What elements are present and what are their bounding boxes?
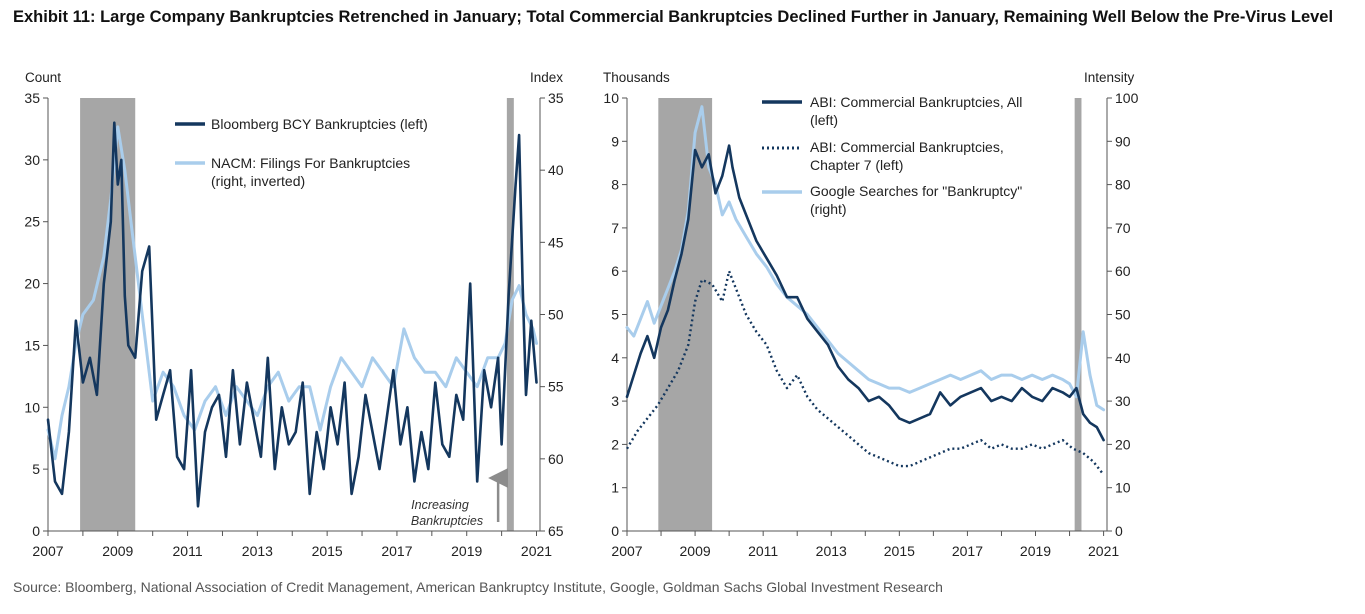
right-y-tick-label: 55 <box>548 379 564 395</box>
left-chart: Count Index 0 5 10 15 20 25 30 35 35 40 45 50 55 60 65… <box>24 70 563 559</box>
x-tick-label: 2015 <box>884 543 915 559</box>
legend-label-abi-all-line1: ABI: Commercial Bankruptcies, All <box>810 94 1022 110</box>
left-chart-grid: 0 5 10 15 20 25 30 35 35 40 45 50 55 60 65 2007 2009 2011… <box>24 90 563 559</box>
legend-label-google-line2: (right) <box>810 201 847 217</box>
right-y-tick-label: 30 <box>1115 393 1131 409</box>
x-tick-label: 2019 <box>451 543 482 559</box>
x-tick-label: 2011 <box>173 543 203 559</box>
x-tick-label: 2013 <box>816 543 847 559</box>
x-tick-label: 2013 <box>242 543 273 559</box>
right-chart-left-axis-label: Thousands <box>603 70 670 85</box>
left-y-tick-label: 35 <box>24 90 40 106</box>
left-y-tick-label: 0 <box>611 523 619 539</box>
recession-shade-1-1 <box>1074 98 1082 531</box>
right-y-tick-label: 50 <box>1115 307 1131 323</box>
x-tick-label: 2011 <box>748 543 778 559</box>
right-y-tick-label: 20 <box>1115 436 1131 452</box>
legend-label-abi-all: ABI: Commercial Bankruptcies, All (left) <box>810 94 1026 128</box>
legend-label-google-line1: Google Searches for "Bankruptcy" <box>810 183 1022 199</box>
left-chart-right-axis-label: Index <box>530 70 563 85</box>
series-line-solid-dark-0-0 <box>46 121 538 508</box>
left-y-tick-label: 4 <box>611 350 619 366</box>
left-chart-left-axis-label: Count <box>25 70 61 85</box>
right-y-tick-label: 70 <box>1115 220 1131 236</box>
left-chart-series <box>46 121 538 508</box>
x-tick-label: 2009 <box>102 543 133 559</box>
right-chart-legend: ABI: Commercial Bankruptcies, All (left)… <box>762 94 1026 217</box>
left-y-tick-label: 3 <box>611 393 619 409</box>
legend-label-abi-all-line2: (left) <box>810 112 838 128</box>
x-tick-label: 2017 <box>952 543 983 559</box>
left-y-tick-label: 7 <box>611 220 619 236</box>
left-y-tick-label: 10 <box>24 399 40 415</box>
x-tick-label: 2009 <box>680 543 711 559</box>
legend-label-bcy: Bloomberg BCY Bankruptcies (left) <box>211 116 428 132</box>
legend-label-abi-ch7-line2: Chapter 7 (left) <box>810 157 903 173</box>
right-y-tick-label: 60 <box>548 451 564 467</box>
right-y-tick-label: 60 <box>1115 263 1131 279</box>
source-note: Source: Bloomberg, National Association … <box>13 579 943 595</box>
legend-label-nacm: NACM: Filings For Bankruptcies (right, i… <box>211 155 414 189</box>
right-y-tick-label: 45 <box>548 234 564 250</box>
x-tick-label: 2007 <box>611 543 642 559</box>
left-y-tick-label: 5 <box>32 461 40 477</box>
x-tick-label: 2017 <box>381 543 412 559</box>
left-y-tick-label: 0 <box>32 523 40 539</box>
left-y-tick-label: 10 <box>603 90 619 106</box>
legend-label-nacm-line1: NACM: Filings For Bankruptcies <box>211 155 410 171</box>
series-line-solid-light-0-1 <box>46 125 538 461</box>
right-y-tick-label: 100 <box>1115 90 1139 106</box>
legend-label-abi-ch7-line1: ABI: Commercial Bankruptcies, <box>810 139 1004 155</box>
series-line-dotted-dark-1-1 <box>625 270 1105 476</box>
left-y-tick-label: 5 <box>611 307 619 323</box>
left-y-tick-label: 9 <box>611 133 619 149</box>
right-chart-right-axis-label: Intensity <box>1084 70 1135 85</box>
x-tick-label: 2015 <box>312 543 343 559</box>
right-y-tick-label: 80 <box>1115 177 1131 193</box>
right-chart: Thousands Intensity 01234567891001020304… <box>603 70 1139 559</box>
legend-label-abi-ch7: ABI: Commercial Bankruptcies, Chapter 7 … <box>810 139 1008 173</box>
right-y-tick-label: 40 <box>1115 350 1131 366</box>
right-y-tick-label: 50 <box>548 307 564 323</box>
left-y-tick-label: 1 <box>611 480 619 496</box>
x-tick-label: 2021 <box>521 543 552 559</box>
left-y-tick-label: 8 <box>611 177 619 193</box>
x-tick-label: 2007 <box>32 543 63 559</box>
right-y-tick-label: 10 <box>1115 480 1131 496</box>
x-tick-label: 2019 <box>1020 543 1051 559</box>
legend-label-google: Google Searches for "Bankruptcy" (right) <box>810 183 1026 217</box>
right-y-tick-label: 90 <box>1115 133 1131 149</box>
left-y-tick-label: 15 <box>24 337 40 353</box>
left-y-tick-label: 2 <box>611 436 619 452</box>
exhibit-title: Exhibit 11: Large Company Bankruptcies R… <box>13 8 1334 26</box>
legend-label-nacm-line2: (right, inverted) <box>211 173 305 189</box>
right-y-tick-label: 40 <box>548 162 564 178</box>
left-y-tick-label: 25 <box>24 214 40 230</box>
right-y-tick-label: 0 <box>1115 523 1123 539</box>
increasing-bankruptcies-annotation: Increasing Bankruptcies <box>411 468 509 528</box>
right-y-tick-label: 35 <box>548 90 564 106</box>
left-y-tick-label: 20 <box>24 276 40 292</box>
annotation-line2: Bankruptcies <box>411 514 483 528</box>
left-chart-legend: Bloomberg BCY Bankruptcies (left) NACM: … <box>175 116 428 189</box>
x-tick-label: 2021 <box>1088 543 1119 559</box>
right-chart-series <box>625 105 1106 476</box>
annotation-line1: Increasing <box>411 498 469 512</box>
left-y-tick-label: 6 <box>611 263 619 279</box>
right-y-tick-label: 65 <box>548 523 564 539</box>
series-line-solid-dark-1-0 <box>625 144 1105 442</box>
left-y-tick-label: 30 <box>24 152 40 168</box>
